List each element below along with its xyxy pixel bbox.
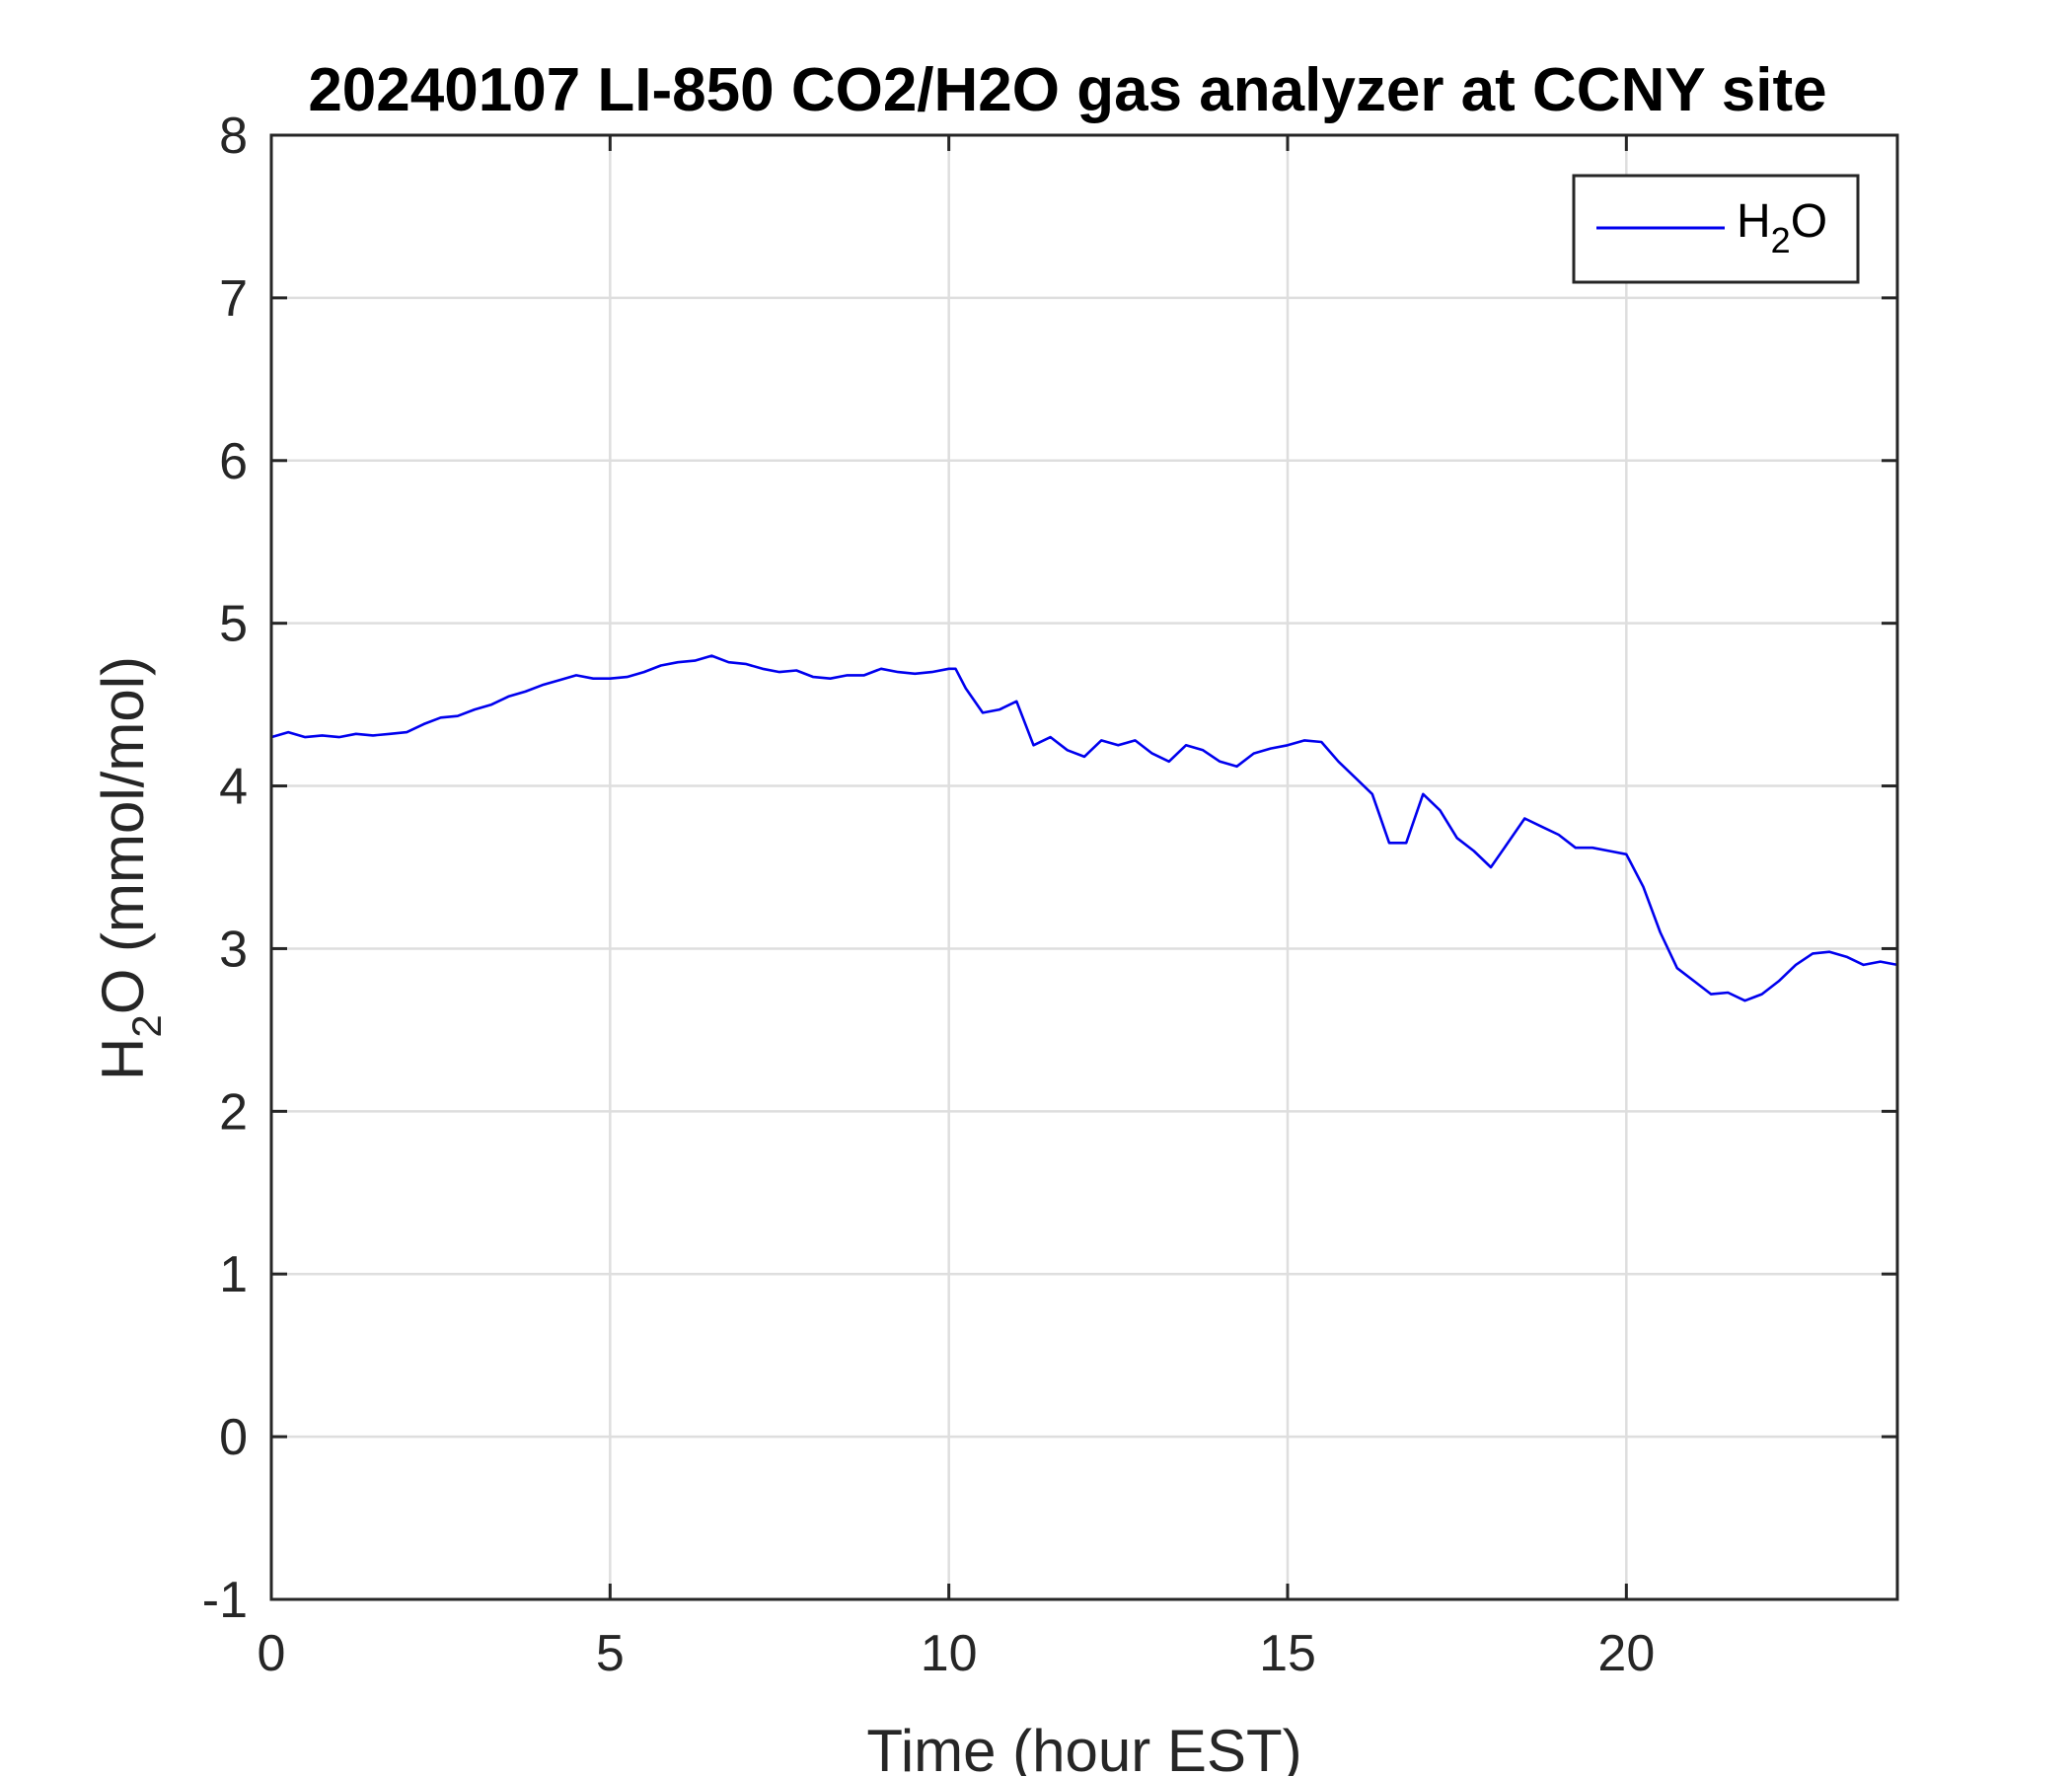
y-tick-labels: -1 0 1 2 3 4 5 6 7 8: [202, 108, 248, 1629]
y-tick-label: 7: [219, 270, 248, 328]
y-axis-label-prefix: H: [90, 1038, 156, 1080]
x-tick-labels: 0 5 10 15 20: [258, 1625, 1656, 1682]
y-tick-label: 5: [219, 596, 248, 653]
x-axis-label: Time (hour EST): [866, 1718, 1301, 1776]
y-axis-label-subscript: 2: [123, 1014, 170, 1037]
legend-entry-prefix: H: [1737, 195, 1771, 248]
x-tick-label: 20: [1597, 1625, 1655, 1682]
y-tick-label: 4: [219, 759, 248, 816]
legend-entry-suffix: O: [1791, 195, 1827, 248]
x-tick-label: 15: [1259, 1625, 1316, 1682]
x-tick-label: 5: [596, 1625, 625, 1682]
tick-marks: [269, 133, 1897, 1601]
y-tick-label: -1: [202, 1572, 248, 1629]
legend-entry-h2o: H2O: [1737, 195, 1827, 260]
x-tick-label: 0: [258, 1625, 286, 1682]
y-tick-label: 1: [219, 1246, 248, 1303]
y-axis-label: H2O (mmol/mol): [90, 656, 170, 1080]
y-tick-label: 6: [219, 433, 248, 490]
chart-title: 20240107 LI-850 CO2/H2O gas analyzer at …: [308, 56, 1826, 124]
grid-lines: [269, 135, 1897, 1599]
x-tick-label: 10: [921, 1625, 978, 1682]
y-tick-label: 3: [219, 921, 248, 978]
y-tick-label: 2: [219, 1083, 248, 1141]
legend: H2O: [1572, 174, 1860, 284]
y-tick-label: 8: [219, 108, 248, 165]
series-line-h2o: [270, 654, 1898, 1002]
legend-entry-subscript: 2: [1771, 220, 1791, 260]
y-axis-label-suffix: O (mmol/mol): [90, 656, 156, 1014]
y-tick-label: 0: [219, 1409, 248, 1466]
plot-frame: [269, 133, 1899, 1601]
